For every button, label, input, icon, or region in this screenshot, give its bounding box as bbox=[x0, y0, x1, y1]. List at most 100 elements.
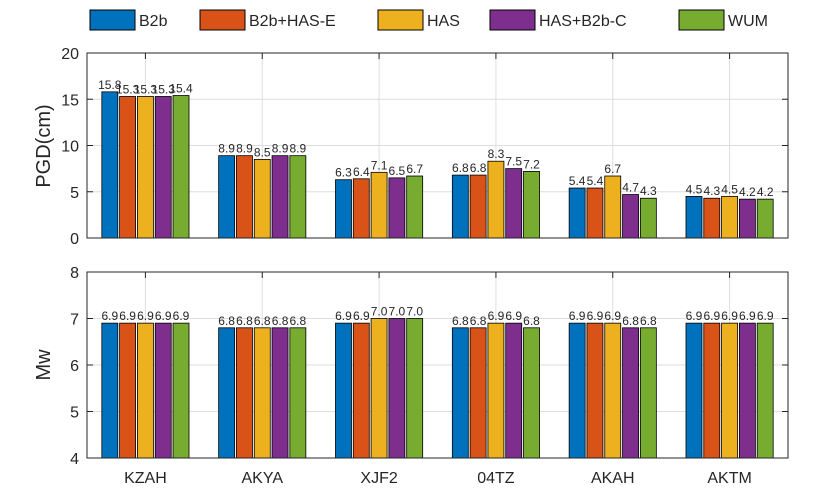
bar-has-b2b-c-akya bbox=[271, 327, 289, 459]
value-label-has-b2b-c-aktm: 4.2 bbox=[739, 185, 756, 199]
value-label-b2b-has-e-akah: 5.4 bbox=[587, 174, 604, 188]
bar-b2b-has-e-04tz bbox=[469, 174, 487, 239]
value-label-wum-akah: 4.3 bbox=[640, 184, 657, 198]
bar-b2b-aktm bbox=[685, 195, 703, 239]
value-label-wum-04tz: 7.2 bbox=[523, 157, 540, 171]
bar-b2b-04tz bbox=[451, 327, 469, 459]
value-label-has-aktm: 6.9 bbox=[721, 309, 738, 323]
value-label-has-b2b-c-kzah: 6.9 bbox=[155, 309, 172, 323]
value-label-has-aktm: 4.5 bbox=[721, 182, 738, 196]
value-label-b2b-xjf2: 6.9 bbox=[335, 309, 352, 323]
legend-label-has: HAS bbox=[427, 13, 460, 30]
bar-has-akya bbox=[253, 158, 271, 239]
y-axis-label: Mw bbox=[33, 349, 55, 381]
value-label-b2b-has-e-kzah: 15.3 bbox=[116, 82, 140, 96]
value-label-wum-akya: 6.8 bbox=[290, 314, 307, 328]
x-tick-label-aktm: AKTM bbox=[707, 470, 751, 487]
value-label-has-akah: 6.7 bbox=[604, 162, 621, 176]
value-label-b2b-akya: 6.8 bbox=[218, 314, 235, 328]
bar-b2b-akya bbox=[218, 155, 236, 239]
bar-has-04tz bbox=[487, 322, 505, 459]
value-label-wum-xjf2: 6.7 bbox=[406, 162, 423, 176]
bar-b2b-has-e-akah bbox=[586, 187, 604, 239]
bar-has-b2b-c-akah bbox=[622, 327, 639, 459]
value-label-b2b-has-e-akah: 6.9 bbox=[587, 309, 604, 323]
bar-has-b2b-c-aktm bbox=[738, 322, 756, 459]
bar-has-b2b-c-akya bbox=[271, 155, 289, 239]
bar-b2b-xjf2 bbox=[335, 322, 352, 459]
bar-b2b-akah bbox=[568, 187, 586, 239]
legend-label-has-b2b-c: HAS+B2b-C bbox=[539, 13, 627, 30]
bar-b2b-has-e-04tz bbox=[469, 327, 487, 459]
value-label-has-b2b-c-xjf2: 6.5 bbox=[389, 164, 406, 178]
y-tick-label: 15 bbox=[61, 92, 79, 109]
axes-box bbox=[86, 271, 789, 459]
value-label-b2b-akah: 5.4 bbox=[569, 174, 586, 188]
legend-swatch-wum bbox=[678, 9, 725, 31]
value-label-b2b-has-e-xjf2: 6.9 bbox=[353, 309, 370, 323]
bar-b2b-akah bbox=[568, 322, 586, 459]
bar-has-kzah bbox=[137, 322, 154, 459]
value-label-has-xjf2: 7.0 bbox=[371, 305, 388, 319]
value-label-has-akya: 6.8 bbox=[254, 314, 271, 328]
bar-has-akah bbox=[604, 322, 622, 459]
value-label-has-kzah: 6.9 bbox=[137, 309, 154, 323]
bar-b2b-has-e-aktm bbox=[703, 197, 721, 239]
value-label-b2b-kzah: 6.9 bbox=[101, 309, 118, 323]
value-label-has-b2b-c-kzah: 15.3 bbox=[152, 82, 176, 96]
bar-b2b-has-e-akya bbox=[236, 327, 253, 459]
legend-swatch-b2b bbox=[89, 9, 136, 31]
value-label-b2b-04tz: 6.8 bbox=[452, 161, 469, 175]
x-tick-label-akya: AKYA bbox=[242, 470, 284, 487]
bar-has-b2b-c-xjf2 bbox=[388, 318, 406, 459]
y-tick-label: 0 bbox=[70, 231, 79, 248]
value-label-has-b2b-c-aktm: 6.9 bbox=[739, 309, 756, 323]
x-tick-label-kzah: KZAH bbox=[124, 470, 167, 487]
legend-swatch-b2b-has-e bbox=[199, 9, 246, 31]
bar-has-aktm bbox=[721, 322, 738, 459]
bar-wum-akya bbox=[289, 327, 307, 459]
value-label-b2b-04tz: 6.8 bbox=[452, 314, 469, 328]
y-tick-label: 10 bbox=[61, 139, 79, 156]
value-label-has-b2b-c-04tz: 6.9 bbox=[505, 309, 522, 323]
value-label-b2b-has-e-04tz: 6.8 bbox=[470, 314, 487, 328]
value-label-b2b-has-e-aktm: 4.3 bbox=[703, 184, 720, 198]
value-label-b2b-has-e-04tz: 6.8 bbox=[470, 161, 487, 175]
value-label-has-04tz: 8.3 bbox=[488, 147, 505, 161]
value-label-has-b2b-c-akah: 6.8 bbox=[622, 314, 639, 328]
value-label-wum-xjf2: 7.0 bbox=[406, 305, 423, 319]
bar-has-b2b-c-akah bbox=[622, 194, 639, 239]
bar-has-04tz bbox=[487, 160, 505, 239]
bar-wum-xjf2 bbox=[406, 175, 424, 239]
y-tick-label: 20 bbox=[61, 46, 79, 63]
value-label-wum-akah: 6.8 bbox=[640, 314, 657, 328]
value-label-has-04tz: 6.9 bbox=[488, 309, 505, 323]
bar-wum-04tz bbox=[523, 327, 540, 459]
axes-box bbox=[86, 52, 789, 239]
value-label-b2b-has-e-aktm: 6.9 bbox=[703, 309, 720, 323]
legend-swatch-has bbox=[377, 9, 424, 31]
value-label-has-akya: 8.5 bbox=[254, 145, 271, 159]
bar-has-b2b-c-aktm bbox=[738, 198, 756, 239]
value-label-wum-kzah: 15.4 bbox=[169, 82, 193, 96]
y-tick-label: 7 bbox=[70, 312, 79, 329]
bar-b2b-has-e-akah bbox=[586, 322, 604, 459]
bar-b2b-has-e-kzah bbox=[119, 96, 137, 239]
pgd-panel: 0 5 10 15 20 15.8 8.9 6.3 6.8 5.4 4.5 15.3 8.9 6.4 6.8… bbox=[33, 46, 789, 248]
y-tick-label: 4 bbox=[70, 451, 79, 468]
value-label-wum-aktm: 6.9 bbox=[757, 309, 774, 323]
value-label-has-xjf2: 7.1 bbox=[371, 158, 388, 172]
bar-b2b-xjf2 bbox=[335, 179, 352, 239]
value-label-b2b-akya: 8.9 bbox=[218, 142, 235, 156]
value-label-b2b-aktm: 6.9 bbox=[686, 309, 703, 323]
bar-wum-aktm bbox=[756, 322, 774, 459]
bar-has-b2b-c-xjf2 bbox=[388, 177, 406, 239]
bar-b2b-akya bbox=[218, 327, 236, 459]
bar-has-xjf2 bbox=[370, 171, 388, 239]
bar-b2b-has-e-akya bbox=[236, 155, 253, 239]
value-label-wum-04tz: 6.8 bbox=[523, 314, 540, 328]
bar-wum-akah bbox=[639, 327, 657, 459]
value-label-wum-akya: 8.9 bbox=[290, 142, 307, 156]
bar-has-b2b-c-04tz bbox=[505, 322, 523, 459]
